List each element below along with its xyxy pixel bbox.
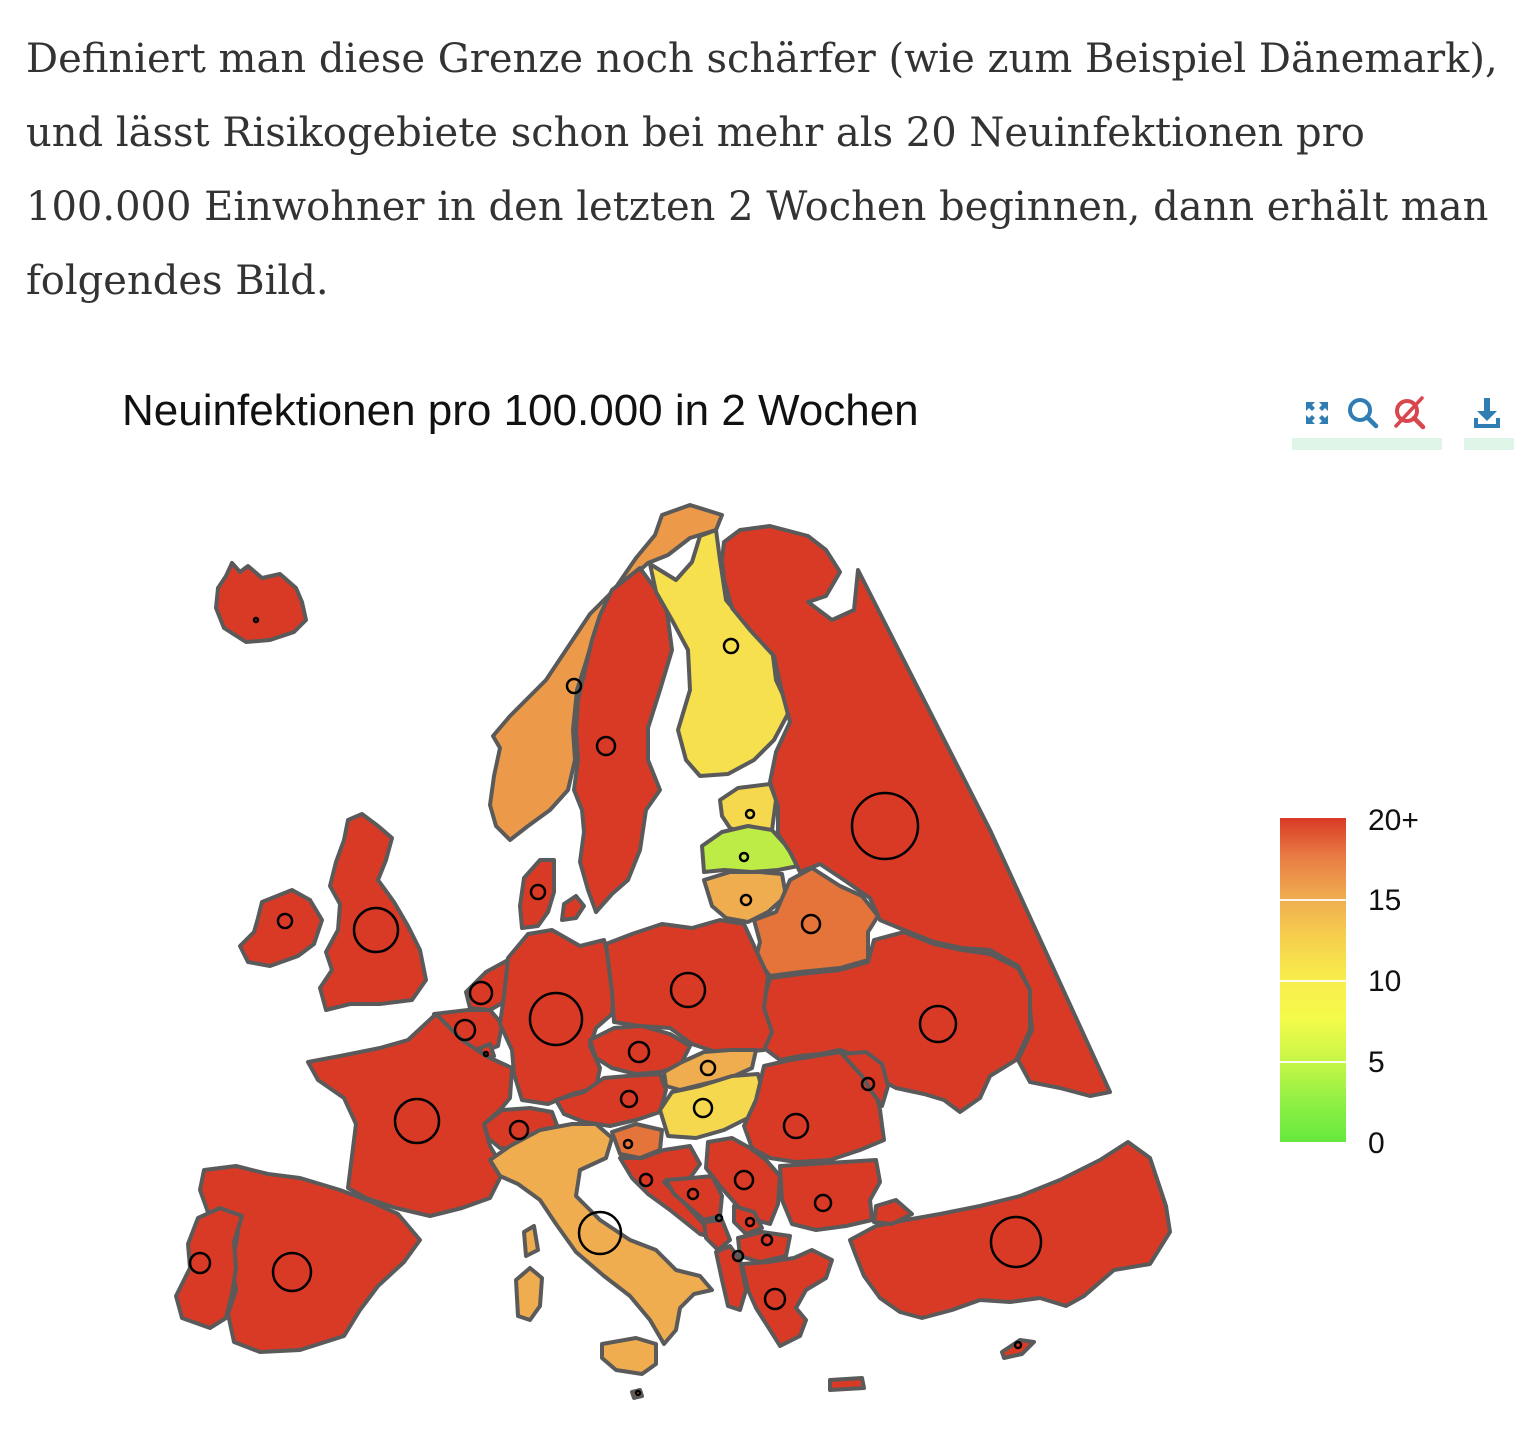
- download-button[interactable]: [1468, 394, 1506, 432]
- region-italy[interactable]: [522, 1224, 540, 1258]
- marker-belarus[interactable]: [800, 913, 822, 935]
- region-turkey[interactable]: [872, 1198, 914, 1226]
- marker-denmark[interactable]: [529, 883, 547, 901]
- marker-bulgaria[interactable]: [813, 1193, 833, 1213]
- zoom-icon: [1348, 398, 1379, 429]
- marker-germany[interactable]: [528, 991, 584, 1047]
- colorbar-tick-label: 5: [1368, 1046, 1385, 1079]
- region-iceland[interactable]: [214, 561, 308, 644]
- region-finland[interactable]: [648, 528, 792, 778]
- zoom-button[interactable]: [1344, 394, 1382, 432]
- marker-russia[interactable]: [850, 791, 920, 861]
- marker-latvia[interactable]: [738, 851, 750, 863]
- colorbar-tick-label: 0: [1368, 1127, 1385, 1160]
- marker-sweden[interactable]: [595, 735, 617, 757]
- region-italy[interactable]: [488, 1122, 714, 1346]
- marker-poland[interactable]: [669, 971, 707, 1009]
- region-lithuania[interactable]: [702, 870, 788, 924]
- marker-slovakia[interactable]: [699, 1059, 717, 1077]
- marker-norway[interactable]: [565, 677, 583, 695]
- region-italy[interactable]: [514, 1266, 544, 1322]
- autoscale-button[interactable]: [1298, 394, 1336, 432]
- marker-ukraine[interactable]: [918, 1004, 958, 1044]
- marker-czechia[interactable]: [627, 1040, 651, 1064]
- marker-switzerland[interactable]: [508, 1119, 530, 1141]
- toolbar-group-download: [1464, 388, 1514, 450]
- marker-cyprus[interactable]: [1013, 1340, 1023, 1350]
- marker-netherlands[interactable]: [468, 980, 494, 1006]
- reset-zoom-icon: [1394, 396, 1426, 430]
- region-north-macedonia[interactable]: [736, 1230, 792, 1264]
- map-title: Neuinfektionen pro 100.000 in 2 Wochen: [122, 386, 919, 435]
- marker-lithuania[interactable]: [739, 893, 753, 907]
- colorbar-tick: [1280, 1061, 1346, 1063]
- colorbar-tick: [1280, 899, 1346, 901]
- colorbar-tick-label: 20+: [1368, 804, 1419, 837]
- region-turkey[interactable]: [848, 1140, 1172, 1320]
- marker-greece[interactable]: [763, 1287, 787, 1311]
- marker-kosovo[interactable]: [744, 1216, 756, 1228]
- autoscale-icon: [1306, 402, 1328, 424]
- colorbar-tick: [1280, 980, 1346, 982]
- article-paragraph: Definiert man diese Grenze noch schärfer…: [26, 22, 1516, 318]
- download-icon: [1474, 398, 1500, 428]
- paragraph-line: und lässt Risikogebiete schon bei mehr a…: [26, 110, 1365, 156]
- marker-moldova[interactable]: [860, 1076, 876, 1092]
- marker-montenegro[interactable]: [714, 1213, 724, 1223]
- marker-italy[interactable]: [577, 1210, 623, 1256]
- marker-luxembourg[interactable]: [482, 1050, 490, 1058]
- toolbar-group-underline: [1464, 438, 1514, 450]
- colorbar-tick-label: 15: [1368, 884, 1402, 917]
- toolbar-group-underline: [1292, 438, 1442, 450]
- region-germany[interactable]: [498, 928, 616, 1106]
- region-united-kingdom[interactable]: [318, 812, 428, 1012]
- paragraph-line: folgendes Bild.: [26, 258, 329, 304]
- marker-ireland[interactable]: [276, 912, 294, 930]
- region-italy[interactable]: [600, 1336, 658, 1376]
- marker-north-macedonia[interactable]: [760, 1233, 774, 1247]
- region-greece[interactable]: [740, 1248, 834, 1348]
- marker-estonia[interactable]: [744, 808, 756, 820]
- marker-romania[interactable]: [782, 1112, 810, 1140]
- region-norway[interactable]: [488, 503, 724, 842]
- marker-slovenia[interactable]: [622, 1138, 634, 1150]
- colorbar-tick-label: 10: [1368, 965, 1402, 998]
- marker-bosnia-and-herzegovina[interactable]: [686, 1187, 700, 1201]
- region-sweden[interactable]: [572, 566, 674, 914]
- reset-zoom-button[interactable]: [1390, 394, 1428, 432]
- region-russia[interactable]: [720, 524, 1112, 1098]
- marker-spain[interactable]: [271, 1251, 313, 1293]
- marker-finland[interactable]: [722, 637, 740, 655]
- region-austria[interactable]: [554, 1072, 668, 1128]
- marker-france[interactable]: [393, 1097, 441, 1145]
- europe-choropleth-map[interactable]: [0, 470, 1260, 1430]
- paragraph-line: Definiert man diese Grenze noch schärfer…: [26, 36, 1498, 82]
- region-kosovo[interactable]: [732, 1204, 764, 1236]
- marker-serbia[interactable]: [733, 1169, 755, 1191]
- region-romania[interactable]: [742, 1050, 886, 1164]
- marker-croatia[interactable]: [638, 1172, 654, 1188]
- marker-malta[interactable]: [634, 1389, 642, 1397]
- marker-turkey[interactable]: [989, 1215, 1043, 1269]
- paragraph-line: 100.000 Einwohner in den letzten 2 Woche…: [26, 184, 1489, 230]
- marker-belgium[interactable]: [453, 1018, 477, 1042]
- marker-portugal[interactable]: [188, 1251, 212, 1275]
- marker-hungary[interactable]: [692, 1097, 714, 1119]
- marker-albania[interactable]: [731, 1249, 745, 1263]
- marker-iceland[interactable]: [252, 616, 260, 624]
- marker-austria[interactable]: [619, 1089, 639, 1109]
- region-slovakia[interactable]: [662, 1048, 758, 1092]
- toolbar-group-zoom: [1292, 388, 1442, 450]
- region-denmark[interactable]: [518, 858, 556, 930]
- region-denmark[interactable]: [560, 894, 586, 922]
- region-bulgaria[interactable]: [778, 1158, 882, 1232]
- region-greece[interactable]: [828, 1376, 866, 1392]
- marker-united-kingdom[interactable]: [352, 906, 400, 954]
